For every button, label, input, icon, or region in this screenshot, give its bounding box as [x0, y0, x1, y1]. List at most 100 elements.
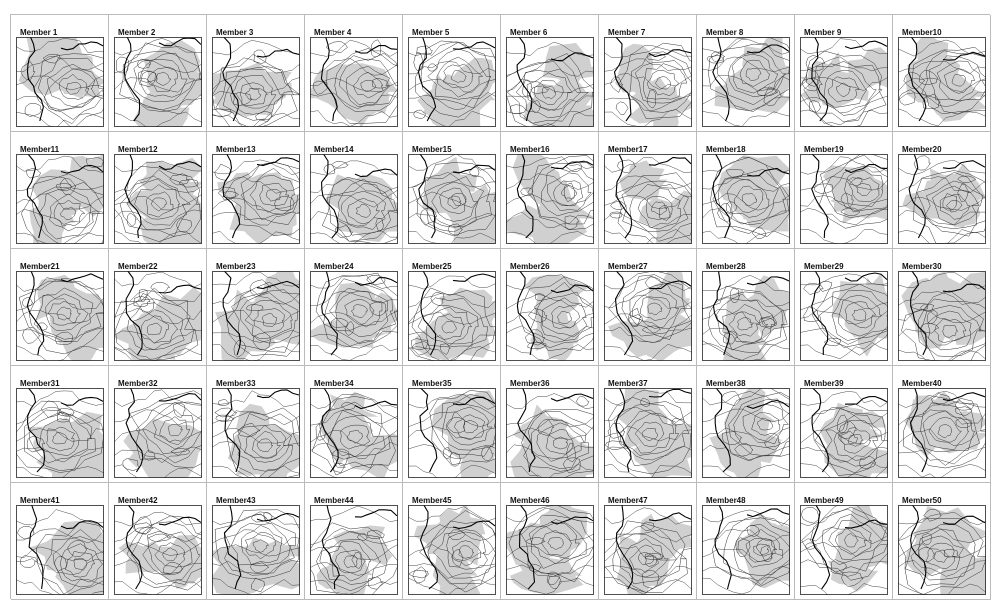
contour-line	[643, 63, 688, 100]
contour-line	[212, 113, 300, 127]
member-panel: Member36	[501, 366, 599, 483]
contour-line	[727, 51, 787, 97]
contour-line	[927, 310, 972, 351]
contour-line	[726, 201, 738, 213]
contour-line	[335, 290, 383, 331]
contour-line	[367, 576, 384, 590]
contour-line	[154, 542, 186, 568]
contour-line	[52, 432, 69, 445]
contour-line	[441, 402, 496, 451]
contour-map-icon	[310, 37, 398, 127]
bold-contour	[60, 520, 104, 530]
contour-line	[723, 330, 738, 345]
contour-line	[844, 169, 884, 207]
contour-line	[114, 59, 202, 74]
contour-line	[800, 273, 888, 286]
contour-line	[898, 39, 986, 57]
contour-line	[718, 175, 779, 226]
contour-line	[16, 579, 104, 595]
contour-line	[114, 307, 202, 324]
contour-line	[898, 527, 986, 543]
contour-line	[315, 272, 398, 349]
contour-line	[702, 56, 790, 73]
contour-line	[212, 211, 300, 226]
contour-line	[261, 312, 277, 327]
shaded-region	[651, 203, 692, 244]
contour-line	[345, 66, 391, 106]
contour-line	[814, 408, 888, 474]
bold-contour	[518, 505, 536, 590]
contour-line	[702, 193, 790, 211]
contour-line	[805, 55, 826, 72]
contour-line	[634, 421, 665, 447]
contour-line	[604, 406, 692, 423]
contour-line	[215, 414, 235, 422]
contour-line	[24, 409, 96, 471]
contour-line	[16, 232, 104, 244]
contour-line	[372, 77, 389, 89]
member-label: Member25	[412, 262, 452, 271]
member-label: Member21	[20, 262, 60, 271]
contour-line	[323, 163, 336, 175]
contour-line	[59, 178, 77, 195]
contour-line	[48, 68, 97, 108]
contour-line	[506, 311, 594, 329]
contour-line	[233, 340, 247, 358]
contour-line	[506, 444, 594, 460]
bold-contour	[746, 508, 790, 518]
contour-line	[928, 55, 986, 101]
contour-map-icon	[702, 154, 790, 244]
contour-line	[800, 296, 888, 311]
bold-contour	[712, 271, 731, 356]
contour-line	[176, 218, 193, 233]
contour-map-icon	[310, 505, 398, 595]
contour-line	[251, 577, 266, 592]
contour-line	[319, 539, 382, 585]
map-frame	[506, 388, 594, 478]
map-frame	[702, 388, 790, 478]
contour-line	[702, 343, 790, 361]
contour-line	[420, 42, 492, 109]
contour-line	[898, 560, 986, 577]
bold-contour	[844, 164, 888, 174]
contour-line	[722, 304, 769, 343]
contour-line	[702, 509, 790, 526]
bold-contour	[908, 154, 926, 239]
contour-line	[223, 513, 296, 574]
contour-line	[506, 463, 594, 478]
bold-contour	[909, 388, 928, 473]
contour-line	[147, 322, 162, 335]
contour-line	[898, 160, 986, 176]
member-panel: Member16	[501, 132, 599, 249]
contour-line	[928, 416, 963, 443]
map-frame	[114, 388, 202, 478]
contour-line	[936, 60, 981, 102]
member-panel: Member10	[893, 15, 991, 132]
contour-line	[115, 298, 195, 360]
contour-line	[49, 193, 92, 232]
contour-line	[408, 444, 496, 460]
contour-line	[818, 154, 888, 229]
map-frame	[898, 388, 986, 478]
contour-line	[604, 565, 692, 578]
contour-map-icon	[702, 505, 790, 595]
shaded-region	[824, 436, 888, 478]
contour-line	[604, 326, 692, 343]
contour-line	[310, 58, 398, 76]
contour-line	[178, 179, 199, 188]
contour-line	[856, 183, 873, 196]
contour-line	[903, 71, 926, 90]
contour-line	[451, 193, 467, 206]
contour-line	[431, 181, 478, 222]
map-frame	[898, 505, 986, 595]
contour-line	[840, 427, 872, 454]
contour-line	[408, 293, 496, 309]
contour-line	[311, 396, 398, 476]
contour-line	[803, 282, 824, 295]
contour-line	[45, 293, 90, 331]
bold-contour	[844, 272, 888, 282]
contour-line	[629, 544, 662, 573]
bold-contour	[942, 392, 986, 402]
contour-line	[16, 466, 104, 478]
member-panel: Member 6	[501, 15, 599, 132]
